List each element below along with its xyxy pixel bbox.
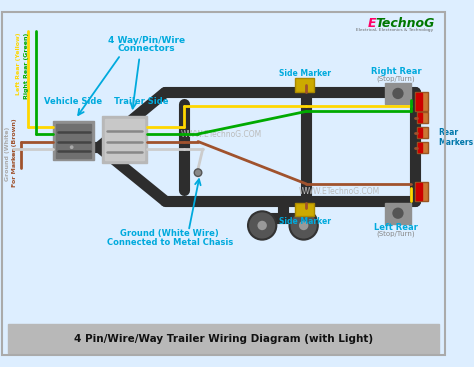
Text: Left Rear: Left Rear [374, 223, 418, 232]
Circle shape [392, 88, 404, 99]
Bar [385, 83, 411, 104]
Text: Electrical, Electronics & Technology: Electrical, Electronics & Technology [356, 28, 433, 32]
Bar [295, 78, 314, 91]
Circle shape [194, 169, 202, 177]
Bar [8, 324, 439, 353]
Bar [102, 116, 147, 163]
Bar [416, 183, 422, 200]
Circle shape [70, 145, 73, 149]
Text: WWW.ETechnoG.COM: WWW.ETechnoG.COM [299, 187, 380, 196]
Circle shape [392, 208, 404, 219]
Text: 4 Pin/Wire/Way Trailer Wiring Diagram (with Light): 4 Pin/Wire/Way Trailer Wiring Diagram (w… [74, 334, 373, 344]
Bar [105, 119, 144, 160]
Text: Ground (White Wire): Ground (White Wire) [120, 229, 219, 239]
Text: Side Marker: Side Marker [279, 217, 330, 226]
Circle shape [290, 211, 318, 240]
Bar [418, 143, 422, 152]
Text: Right Rear: Right Rear [371, 67, 421, 76]
Bar [415, 182, 428, 201]
Text: (Stop/Turn): (Stop/Turn) [377, 231, 415, 237]
Text: WWW.ETechnoG.COM: WWW.ETechnoG.COM [181, 130, 262, 139]
Bar [417, 127, 428, 138]
Bar [417, 142, 428, 153]
Text: 4 Way/Pin/Wire: 4 Way/Pin/Wire [108, 36, 185, 45]
Circle shape [257, 221, 267, 230]
Bar [416, 94, 422, 110]
Text: Left Rear (Yellow): Left Rear (Yellow) [17, 33, 21, 95]
Text: Connectors: Connectors [118, 44, 175, 53]
Text: For Marker (Brown): For Marker (Brown) [12, 119, 17, 187]
Bar [417, 112, 428, 123]
Bar [68, 142, 75, 152]
Bar [55, 124, 91, 157]
Circle shape [299, 221, 309, 230]
Text: Rear
Markers: Rear Markers [438, 128, 474, 148]
Text: Connected to Metal Chasis: Connected to Metal Chasis [107, 238, 233, 247]
Bar [385, 203, 411, 224]
Text: Ground (White): Ground (White) [5, 127, 10, 181]
Circle shape [68, 143, 75, 151]
Bar [415, 92, 428, 111]
Bar [418, 128, 422, 137]
Circle shape [248, 211, 276, 240]
Text: Side Marker: Side Marker [279, 69, 330, 78]
Bar [295, 203, 314, 216]
Bar [418, 113, 422, 122]
Text: Right Rear (Green): Right Rear (Green) [24, 33, 29, 99]
Text: (Stop/Turn): (Stop/Turn) [377, 75, 415, 81]
Bar [53, 121, 94, 160]
Text: Trailer Side: Trailer Side [114, 97, 169, 106]
Text: TechnoG: TechnoG [375, 17, 435, 30]
Text: E: E [368, 17, 376, 30]
Text: Vehicle Side: Vehicle Side [45, 97, 102, 106]
